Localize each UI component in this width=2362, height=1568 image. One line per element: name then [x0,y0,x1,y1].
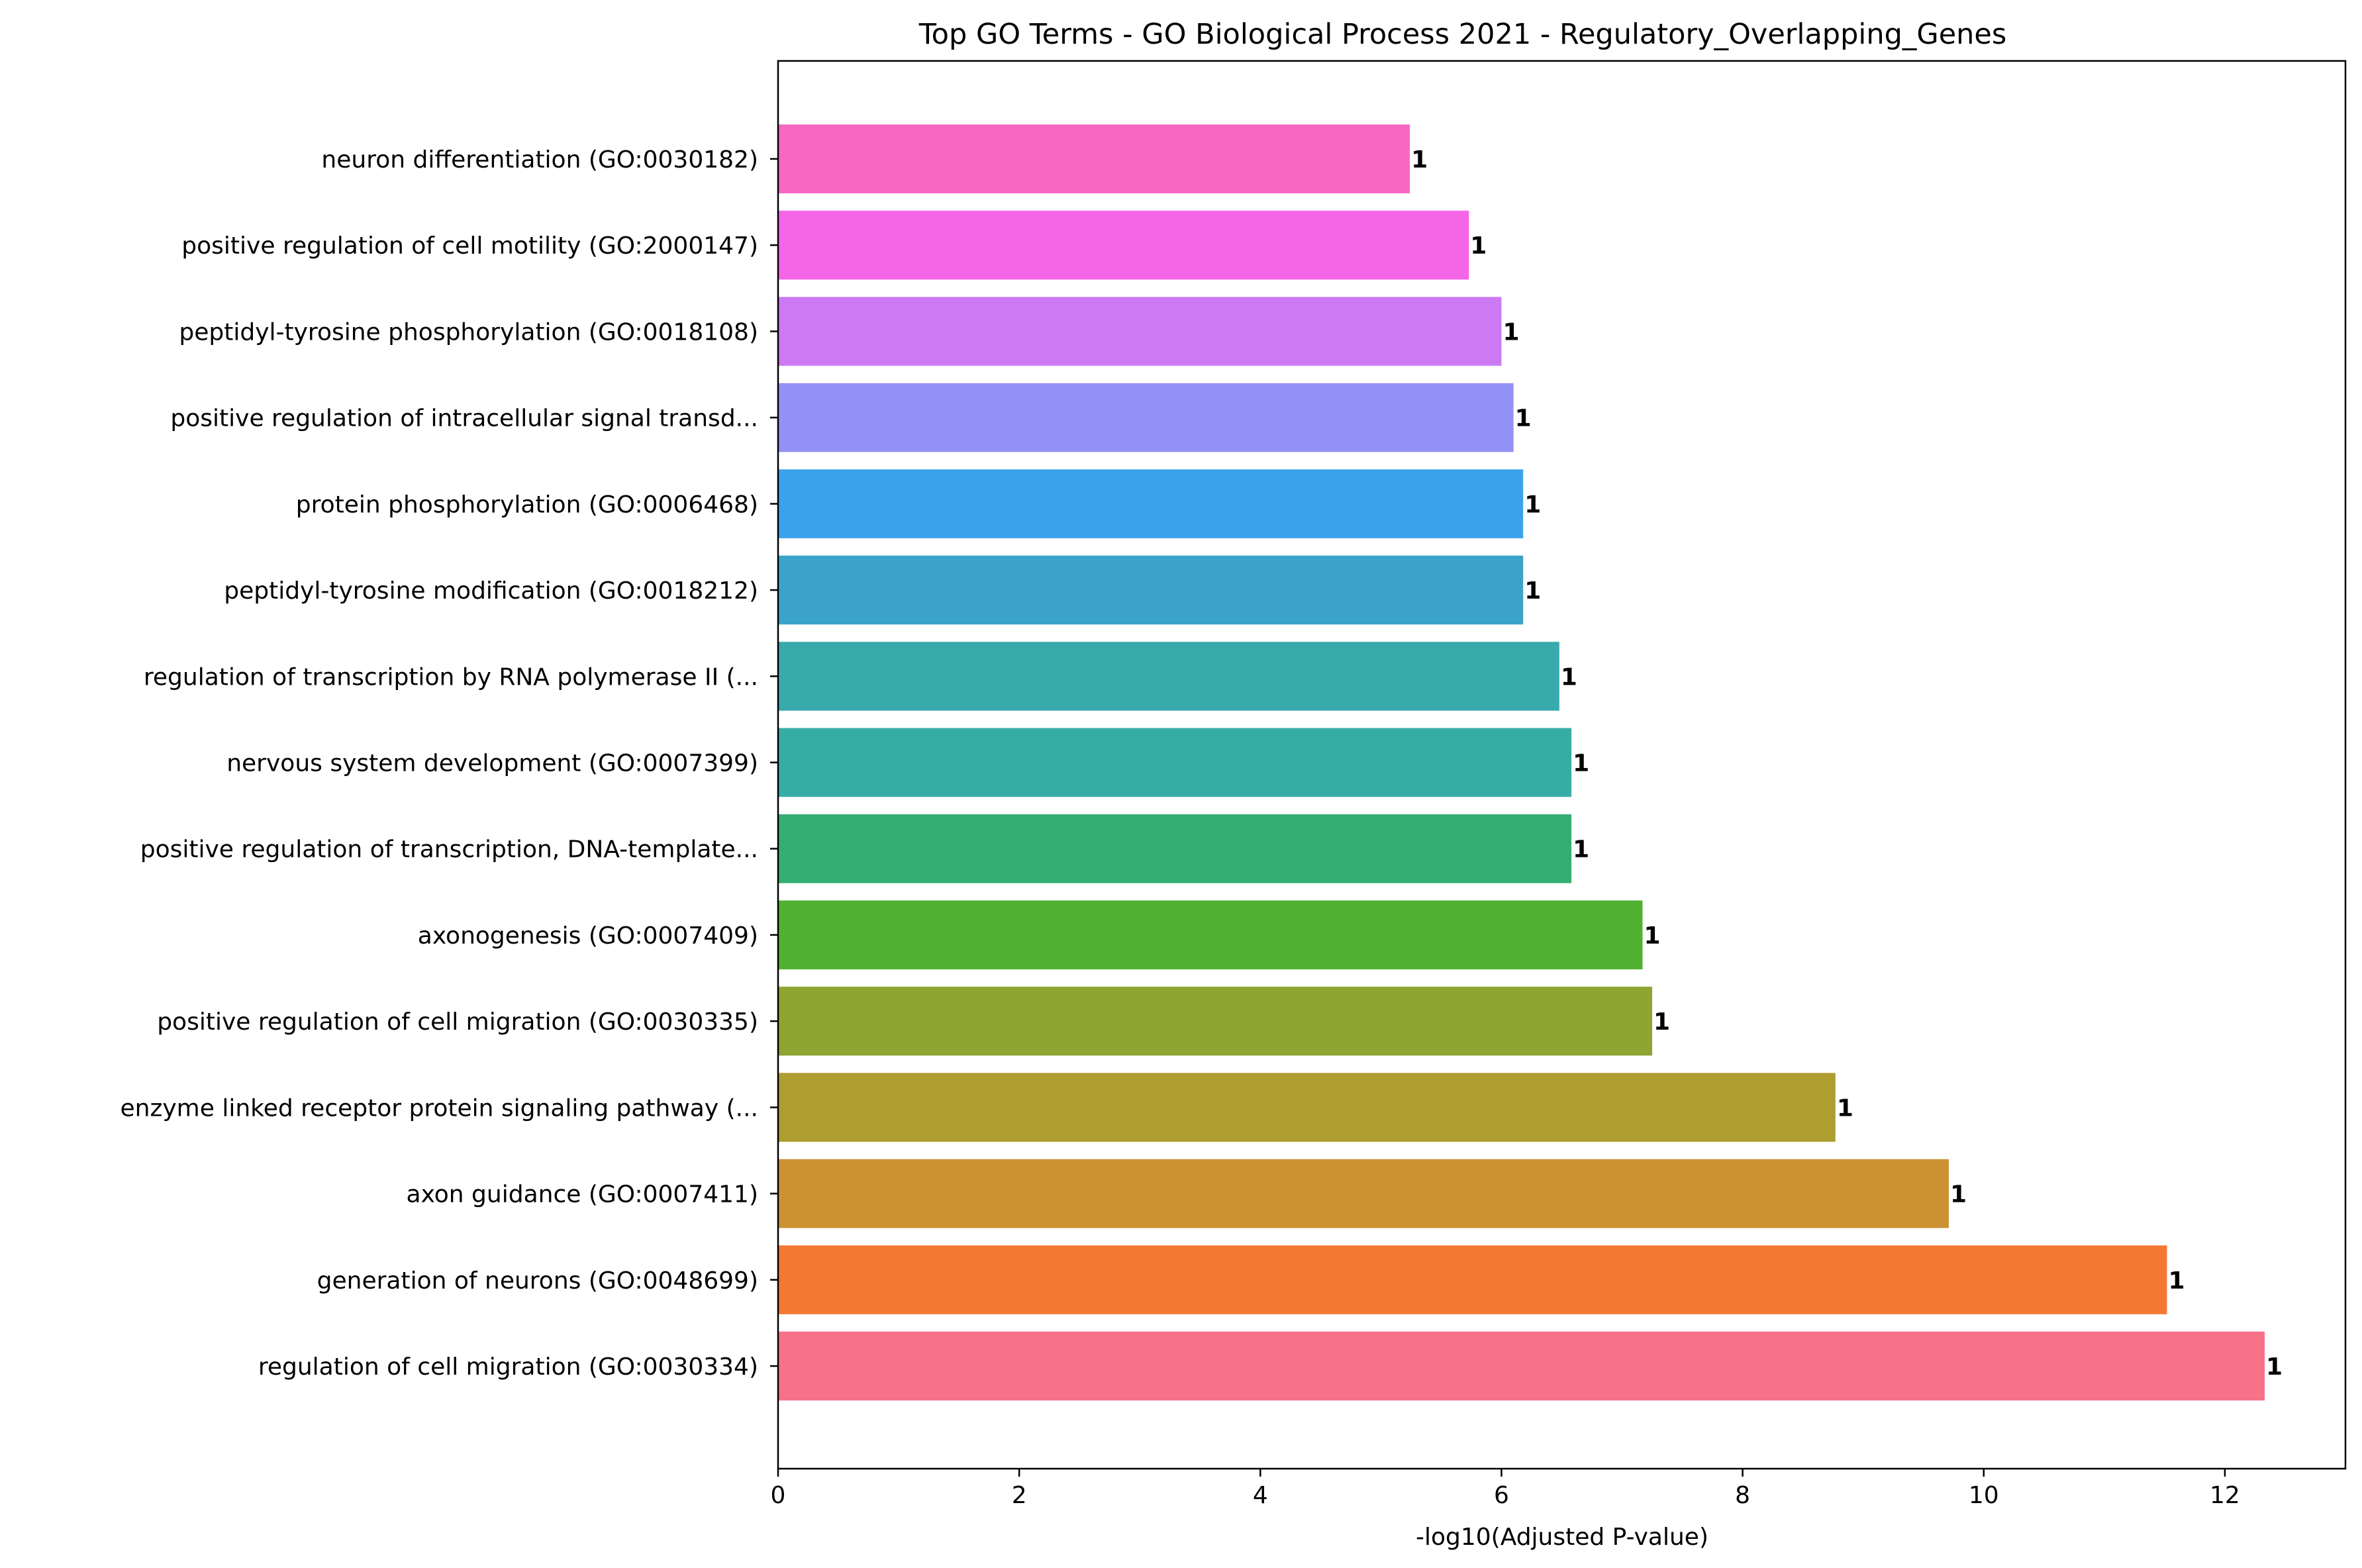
bar [778,987,1653,1056]
y-tick-label: neuron differentiation (GO:0030182) [321,146,758,173]
y-tick-label: protein phosphorylation (GO:0006468) [296,491,758,518]
bar [778,1159,1949,1228]
bar [778,1245,2167,1314]
data-label: 1 [1470,232,1487,260]
bar [778,1073,1836,1142]
data-label: 1 [1411,146,1428,173]
y-tick-label: peptidyl-tyrosine modification (GO:00182… [224,577,758,605]
data-label: 1 [1502,318,1519,346]
bar [778,1332,2265,1400]
y-tick-label: axon guidance (GO:0007411) [407,1181,758,1208]
bar [778,124,1410,193]
bar [778,900,1643,969]
bar [778,814,1572,883]
x-tick-label: 8 [1735,1482,1750,1509]
data-label: 1 [1837,1095,1853,1122]
y-tick-label: positive regulation of transcription, DN… [140,836,758,863]
y-tick-label: regulation of cell migration (GO:0030334… [258,1353,758,1381]
data-label: 1 [1561,663,1577,691]
data-label: 1 [1524,577,1541,605]
y-tick-label: positive regulation of cell migration (G… [157,1008,758,1036]
bars-group [778,124,2265,1400]
bar [778,642,1559,711]
y-tick-label: positive regulation of intracellular sig… [170,405,758,432]
y-tick-label: axonogenesis (GO:0007409) [418,922,758,950]
x-tick-label: 4 [1253,1482,1268,1509]
data-labels-group: 1 1 1 1 1 1 1 1 1 1 1 1 1 1 1 [1411,146,2283,1381]
x-tick-label: 6 [1494,1482,1509,1509]
bar [778,728,1572,797]
y-tick-label: enzyme linked receptor protein signaling… [121,1095,758,1122]
data-label: 1 [1644,922,1660,950]
y-axis-ticks: regulation of cell migration (GO:0030334… [121,146,778,1381]
bar [778,211,1469,280]
data-label: 1 [1524,491,1541,518]
x-tick-label: 2 [1012,1482,1027,1509]
y-tick-label: regulation of transcription by RNA polym… [144,663,758,691]
data-label: 1 [1950,1181,1967,1208]
bar [778,383,1514,452]
data-label: 1 [1515,405,1532,432]
x-axis-label: -log10(Adjusted P-value) [1416,1524,1708,1551]
x-axis-ticks: 0 2 4 6 8 10 12 [771,1469,2240,1509]
bar [778,469,1524,538]
data-label: 1 [2266,1353,2283,1381]
y-tick-label: positive regulation of cell motility (GO… [181,232,758,260]
y-tick-label: peptidyl-tyrosine phosphorylation (GO:00… [179,318,758,346]
data-label: 1 [1653,1008,1670,1036]
y-tick-label: generation of neurons (GO:0048699) [317,1267,758,1295]
y-tick-label: nervous system development (GO:0007399) [226,750,758,777]
plot-frame [777,60,2347,1470]
bar [778,556,1524,625]
x-tick-label: 0 [771,1482,786,1509]
data-label: 1 [2169,1267,2185,1295]
x-tick-label: 12 [2210,1482,2240,1509]
x-tick-label: 10 [1969,1482,1999,1509]
data-label: 1 [1573,750,1589,777]
bar [778,297,1502,366]
chart-title: Top GO Terms - GO Biological Process 202… [918,18,2007,51]
data-label: 1 [1573,836,1589,863]
